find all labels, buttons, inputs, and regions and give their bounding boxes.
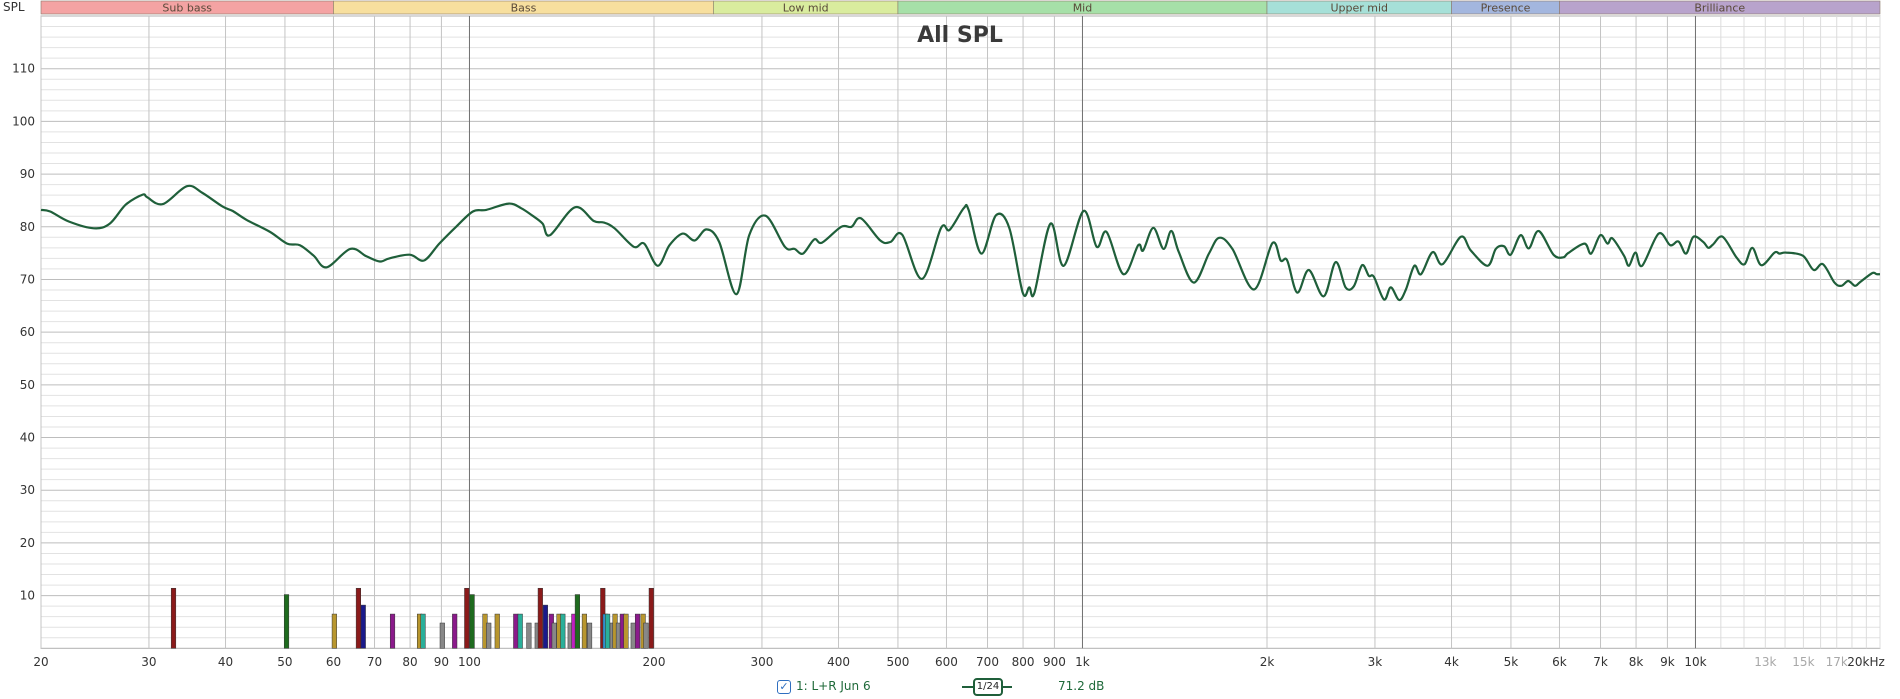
x-tick-label: 15k — [1792, 655, 1814, 669]
y-tick-label: 60 — [20, 325, 35, 339]
x-tick-label: 60 — [326, 655, 341, 669]
x-tick-label: 90 — [434, 655, 449, 669]
y-tick-label: 80 — [20, 220, 35, 234]
x-tick-label: 2k — [1260, 655, 1275, 669]
mode-marker-bar — [469, 594, 475, 649]
x-tick-label: 500 — [886, 655, 909, 669]
x-tick-label: 70 — [367, 655, 382, 669]
grid — [40, 15, 1881, 649]
band-label: Bass — [511, 2, 537, 15]
mode-marker-bar — [630, 622, 636, 649]
y-tick-label: 110 — [12, 62, 35, 76]
band-label: Low mid — [783, 2, 829, 15]
x-tick-label: 900 — [1043, 655, 1066, 669]
mode-marker-bar — [439, 622, 445, 649]
legend: ✓ 1: L+R Jun 6 1/24 71.2 dB — [0, 678, 1900, 698]
mode-marker-bar — [283, 594, 290, 649]
x-tick-label: 700 — [976, 655, 999, 669]
x-tick-label: 10k — [1684, 655, 1706, 669]
y-axis-label: SPL — [3, 0, 25, 14]
y-tick-label: 40 — [20, 431, 35, 445]
series-label[interactable]: 1: L+R Jun 6 — [796, 679, 871, 693]
mode-marker-bar — [623, 613, 629, 649]
x-tick-label: 800 — [1012, 655, 1035, 669]
x-tick-label: 400 — [827, 655, 850, 669]
frequency-bands: Sub bass Bass Low mid Mid Upper mid Presence B… — [40, 0, 1881, 15]
x-tick-label: 4k — [1444, 655, 1459, 669]
band-label: Sub bass — [162, 2, 212, 15]
y-axis: SPL 10 20 30 40 50 60 70 80 90 100 110 — [3, 0, 35, 603]
mode-markers — [170, 587, 654, 649]
mode-marker-bar — [574, 594, 580, 649]
mode-marker-bar — [587, 622, 593, 649]
mode-marker-bar — [526, 622, 532, 649]
band-label: Brilliance — [1694, 2, 1745, 15]
chart-title: All SPL — [917, 23, 1003, 48]
mode-marker-bar — [420, 613, 426, 649]
x-tick-label: 30 — [141, 655, 156, 669]
mode-marker-bar — [494, 613, 500, 649]
x-tick-label: 40 — [218, 655, 233, 669]
mode-marker-bar — [389, 613, 396, 649]
x-tick-label: 200 — [643, 655, 666, 669]
x-tick-label: 20kHz — [1847, 655, 1885, 669]
band-label: Presence — [1481, 2, 1531, 15]
smoothing-indicator[interactable]: 1/24 — [962, 678, 1012, 696]
mode-marker-bar — [464, 587, 470, 649]
x-tick-label: 7k — [1593, 655, 1608, 669]
y-tick-label: 10 — [20, 589, 35, 603]
x-tick-label: 17k — [1826, 655, 1848, 669]
mode-marker-bar — [648, 587, 654, 649]
x-tick-label: 80 — [402, 655, 417, 669]
y-tick-label: 70 — [20, 272, 35, 286]
x-tick-label: 50 — [277, 655, 292, 669]
mode-marker-bar — [452, 613, 458, 649]
y-tick-label: 50 — [20, 378, 35, 392]
band-label: Mid — [1073, 2, 1093, 15]
x-tick-label: 13k — [1754, 655, 1776, 669]
mode-marker-bar — [634, 613, 641, 649]
mode-marker-bar — [360, 604, 366, 649]
x-tick-label: 9k — [1660, 655, 1675, 669]
mode-marker-bar — [551, 622, 557, 649]
mode-marker-bar — [355, 587, 361, 649]
mode-marker-bar — [537, 587, 543, 649]
x-tick-label: 1k — [1075, 655, 1090, 669]
x-axis: 20 30 40 50 60 70 80 90 100 200 300 400 500 600 700 800… — [33, 655, 1884, 669]
x-tick-label: 8k — [1629, 655, 1644, 669]
x-tick-label: 20 — [33, 655, 48, 669]
x-tick-label: 5k — [1504, 655, 1519, 669]
mode-marker-bar — [542, 604, 548, 649]
y-tick-label: 30 — [20, 483, 35, 497]
band-brilliance — [1559, 0, 1881, 15]
series-line-spl — [40, 184, 1881, 302]
x-tick-label: 3k — [1368, 655, 1383, 669]
x-tick-label: 6k — [1552, 655, 1567, 669]
band-label: Upper mid — [1330, 2, 1388, 15]
mode-marker-bar — [513, 613, 519, 649]
smoothing-value: 1/24 — [973, 678, 1003, 696]
mode-marker-bar — [605, 613, 611, 649]
x-tick-label: 100 — [458, 655, 481, 669]
y-tick-label: 90 — [20, 167, 35, 181]
value-readout: 71.2 dB — [1058, 679, 1105, 693]
mode-marker-bar — [331, 613, 337, 649]
mode-marker-bar — [170, 587, 177, 649]
mode-marker-bar — [560, 613, 566, 649]
series-checkbox[interactable]: ✓ — [777, 680, 791, 694]
y-tick-label: 20 — [20, 536, 35, 550]
y-tick-label: 100 — [12, 114, 35, 128]
mode-marker-bar — [486, 622, 492, 649]
series-layer — [40, 184, 1881, 302]
mode-marker-bar — [517, 613, 523, 649]
x-tick-label: 600 — [935, 655, 958, 669]
mode-marker-bar — [581, 613, 587, 649]
mode-marker-bar — [643, 622, 649, 649]
x-tick-label: 300 — [750, 655, 773, 669]
